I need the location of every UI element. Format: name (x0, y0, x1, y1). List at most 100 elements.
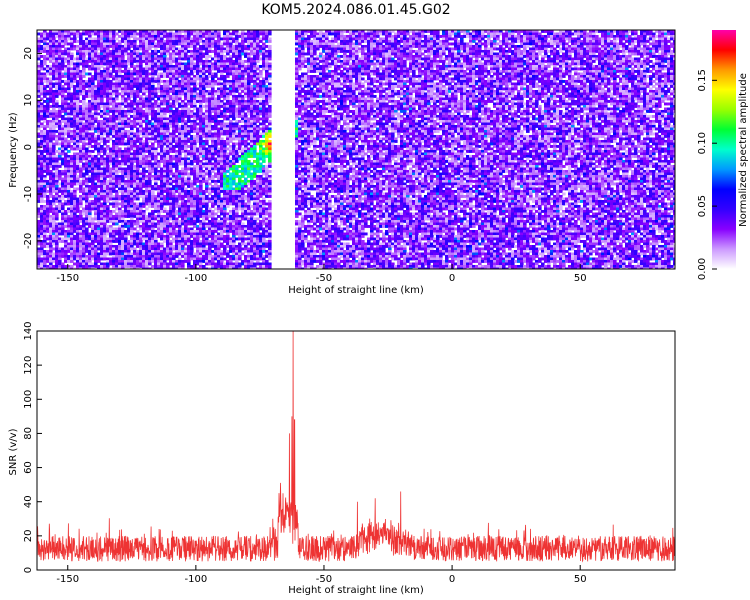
heatmap-cell (643, 42, 647, 46)
heatmap-cell (454, 47, 458, 51)
heatmap-cell (214, 75, 218, 78)
heatmap-cell (505, 52, 509, 56)
heatmap-cell (391, 65, 395, 68)
heatmap-cell (91, 65, 95, 68)
heatmap-cell (544, 45, 548, 48)
heatmap-cell (373, 32, 377, 36)
heatmap-cell (661, 62, 665, 66)
heatmap-cell (82, 40, 86, 43)
heatmap-cell (262, 32, 266, 36)
heatmap-cell (385, 70, 389, 73)
heatmap-cell (67, 87, 71, 91)
heatmap-cell (454, 60, 458, 63)
heatmap-cell (355, 40, 359, 43)
heatmap-cell (325, 50, 329, 53)
heatmap-cell (151, 42, 155, 46)
heatmap-cell (568, 37, 572, 41)
heatmap-cell (412, 57, 416, 61)
heatmap-cell (154, 37, 158, 41)
heatmap-cell (328, 57, 332, 61)
heatmap-cell (475, 60, 479, 63)
heatmap-cell (397, 50, 401, 53)
heatmap-cell (160, 30, 164, 33)
heatmap-cell (352, 57, 356, 61)
heatmap-cell (535, 67, 539, 71)
heatmap-cell (211, 32, 215, 36)
heatmap-cell (547, 70, 551, 73)
heatmap-cell (484, 42, 488, 46)
heatmap-cell (400, 30, 404, 33)
heatmap-cell (202, 65, 206, 68)
heatmap-cell (106, 67, 110, 71)
heatmap-cell (106, 77, 110, 81)
heatmap-cell (130, 72, 134, 76)
heatmap-cell (448, 42, 452, 46)
heatmap-cell (418, 47, 422, 51)
heatmap-cell (178, 50, 182, 53)
heatmap-cell (61, 40, 65, 43)
heatmap-cell (358, 72, 362, 76)
heatmap-cell (382, 40, 386, 43)
heatmap-cell (334, 47, 338, 51)
heatmap-cell (646, 40, 650, 43)
heatmap-cell (49, 60, 53, 63)
heatmap-cell (52, 72, 56, 76)
heatmap-cell (268, 37, 272, 41)
heatmap-cell (511, 40, 515, 43)
heatmap-cell (97, 40, 101, 43)
heatmap-cell (166, 65, 170, 68)
heatmap-cell (550, 47, 554, 51)
heatmap-cell (520, 60, 524, 63)
heatmap-cell (673, 62, 675, 66)
heatmap-cell (655, 62, 659, 66)
heatmap-cell (637, 47, 641, 51)
heatmap-cell (55, 47, 59, 51)
heatmap-cell (244, 37, 248, 41)
heatmap-cell (661, 47, 665, 51)
heatmap-cell (151, 75, 155, 78)
heatmap-cell (649, 55, 653, 58)
heatmap-cell (304, 42, 308, 46)
heatmap-cell (325, 37, 329, 41)
heatmap-cell (175, 52, 179, 56)
heatmap-cell (628, 40, 632, 43)
heatmap-cell (217, 40, 221, 43)
heatmap-cell (214, 62, 218, 66)
heatmap-cell (205, 50, 209, 53)
heatmap-cell (358, 47, 362, 51)
heatmap-cell (403, 40, 407, 43)
heatmap-cell (235, 40, 239, 43)
heatmap-cell (565, 57, 569, 61)
heatmap-cell (409, 35, 413, 38)
heatmap-cell (202, 35, 206, 38)
heatmap-cell (580, 52, 584, 56)
heatmap-cell (445, 42, 449, 46)
heatmap-cell (166, 70, 170, 73)
heatmap-cell (469, 47, 473, 51)
heatmap-cell (310, 47, 314, 51)
heatmap-cell (472, 30, 476, 33)
heatmap-cell (475, 42, 479, 46)
heatmap-cell (178, 30, 182, 33)
heatmap-cell (295, 50, 299, 53)
heatmap-cell (496, 30, 500, 33)
heatmap-cell (394, 60, 398, 63)
heatmap-cell (61, 67, 65, 71)
heatmap-cell (220, 70, 224, 73)
heatmap-cell (640, 60, 644, 63)
heatmap-cell (82, 75, 86, 78)
heatmap-cell (547, 45, 551, 48)
heatmap-cell (247, 62, 251, 66)
heatmap-cell (613, 80, 617, 83)
heatmap-cell (70, 72, 74, 76)
heatmap-cell (640, 40, 644, 43)
heatmap-cell (406, 47, 410, 51)
heatmap-cell (499, 32, 503, 36)
heatmap-cell (169, 45, 173, 48)
heatmap-cell (175, 47, 179, 51)
heatmap-cell (586, 40, 590, 43)
heatmap-cell (94, 42, 98, 46)
heatmap-cell (37, 40, 41, 43)
heatmap-cell (136, 65, 140, 68)
heatmap-cell (316, 55, 320, 58)
